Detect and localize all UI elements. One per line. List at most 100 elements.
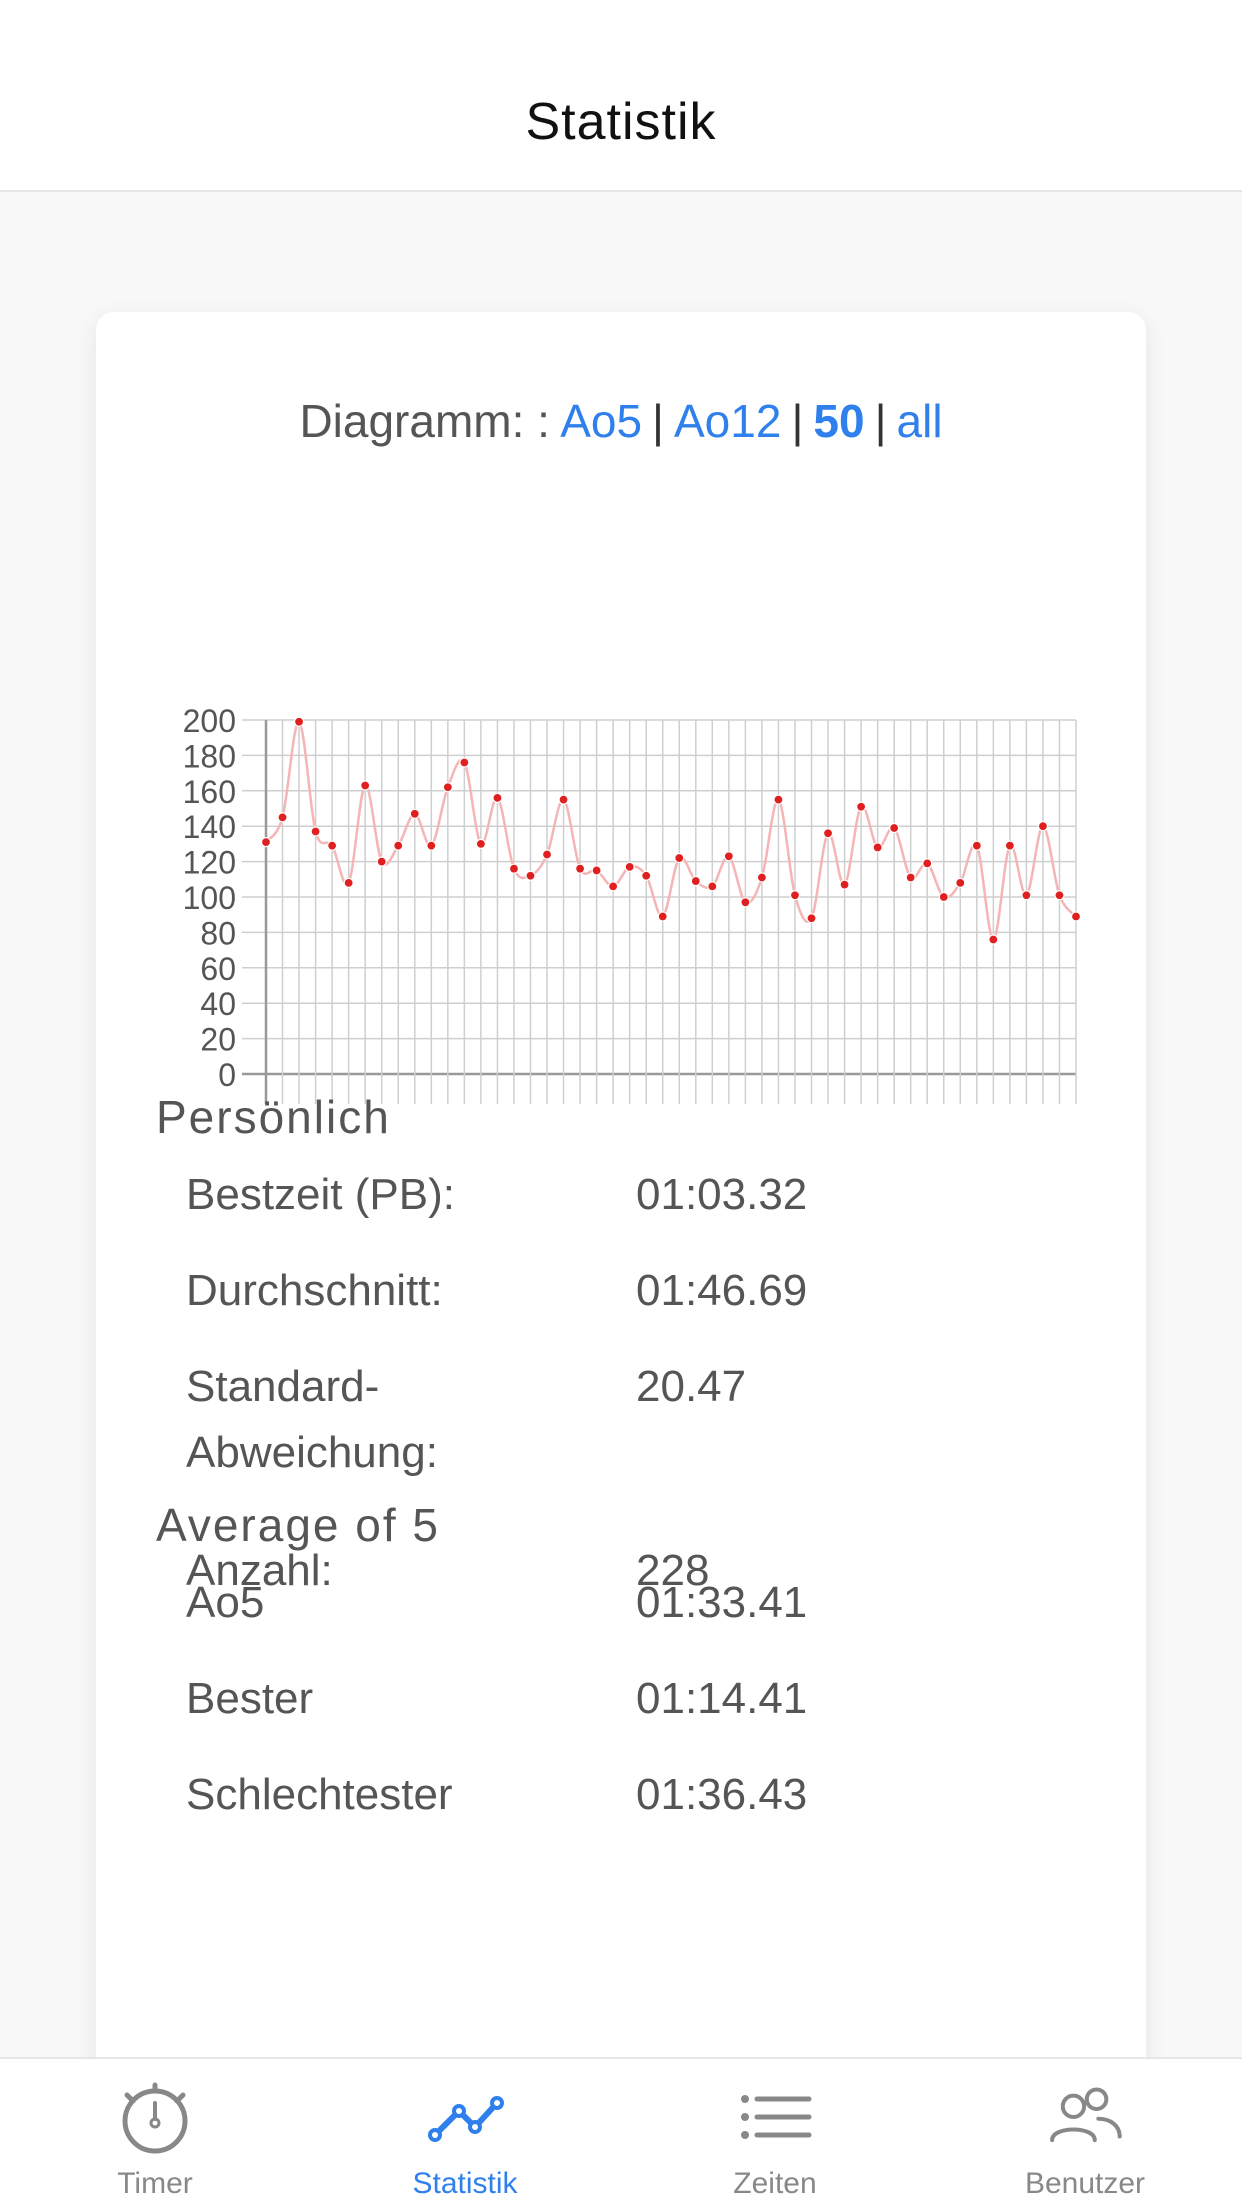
- y-tick-label: 0: [218, 1057, 236, 1093]
- diagram-option-all[interactable]: all: [896, 395, 943, 447]
- chart-line-icon: [428, 2096, 504, 2142]
- data-point: [922, 858, 933, 869]
- data-point: [740, 897, 751, 908]
- data-point: [541, 849, 553, 860]
- data-point: [525, 870, 536, 881]
- data-point: [459, 757, 470, 768]
- separator: |: [652, 395, 664, 447]
- data-point: [707, 881, 718, 892]
- diagram-option-ao5[interactable]: Ao5: [560, 395, 643, 447]
- data-point: [905, 872, 916, 883]
- data-point: [591, 865, 602, 876]
- nav-item-benutzer[interactable]: Benutzer: [930, 2059, 1240, 2210]
- data-point: [343, 877, 354, 888]
- y-tick-label: 40: [200, 986, 236, 1022]
- stat-label: Bester: [186, 1674, 314, 1723]
- data-point: [1021, 890, 1032, 901]
- bottom-navigation: Timer Statistik Zeiten Benutzer: [0, 2057, 1242, 2210]
- data-point: [277, 812, 288, 823]
- data-point: [1054, 890, 1065, 901]
- data-point: [508, 863, 520, 874]
- header-bar: Statistik: [0, 0, 1242, 192]
- data-point: [789, 890, 801, 901]
- stat-label: Standard- Abweichung:: [186, 1362, 438, 1477]
- data-point: [938, 891, 949, 903]
- data-point: [376, 856, 387, 867]
- data-point: [492, 792, 503, 803]
- stat-value: 01:33.41: [636, 1578, 808, 1627]
- section-title: Persönlich: [156, 1091, 391, 1143]
- data-point: [442, 782, 453, 793]
- stat-value: 228: [636, 1546, 710, 1595]
- stopwatch-icon: [122, 2082, 188, 2154]
- list-icon: [741, 2095, 812, 2139]
- separator: |: [791, 395, 804, 447]
- data-point: [822, 828, 834, 839]
- data-point: [310, 826, 321, 837]
- data-point: [608, 881, 619, 892]
- data-point: [260, 837, 272, 848]
- separator: |: [874, 395, 887, 447]
- data-point: [327, 840, 338, 851]
- diagram-range-selector: Diagramm: : Ao5 | Ao12 | 50 | all: [96, 394, 1146, 448]
- y-tick-label: 80: [200, 915, 236, 951]
- data-point: [756, 872, 768, 883]
- data-point: [393, 840, 404, 851]
- data-point: [872, 842, 883, 853]
- stat-value: 01:03.32: [636, 1170, 808, 1219]
- page-title: Statistik: [525, 93, 717, 151]
- stat-label: Durchschnitt:: [186, 1266, 443, 1315]
- data-point: [574, 863, 586, 874]
- stat-value: 01:46.69: [636, 1266, 808, 1315]
- nav-label-statistik: Statistik: [412, 2167, 518, 2200]
- data-point: [971, 840, 982, 851]
- data-point: [773, 794, 784, 805]
- data-point: [360, 780, 371, 791]
- content-area[interactable]: Diagramm: : Ao5 | Ao12 | 50 | all 0 20 40 60 80 100…: [0, 192, 1242, 2057]
- nav-item-zeiten[interactable]: Zeiten: [620, 2059, 930, 2210]
- data-point: [409, 808, 420, 819]
- y-tick-label: 20: [200, 1022, 236, 1058]
- data-point: [475, 838, 486, 849]
- nav-label-zeiten: Zeiten: [733, 2167, 817, 2200]
- data-point: [1004, 840, 1015, 851]
- data-point: [988, 934, 999, 945]
- users-icon: [1050, 2087, 1122, 2143]
- stat-label: Bestzeit (PB):: [186, 1170, 455, 1219]
- data-point: [657, 911, 668, 922]
- series-line: [264, 720, 1077, 941]
- diagram-option-ao12[interactable]: Ao12: [674, 395, 782, 447]
- data-point: [624, 861, 635, 873]
- data-point: [955, 877, 966, 888]
- data-point: [889, 822, 900, 834]
- data-point: [1070, 911, 1082, 922]
- nav-item-statistik[interactable]: Statistik: [310, 2059, 620, 2210]
- stat-label: Schlechtester: [186, 1770, 453, 1819]
- y-tick-label: 160: [183, 774, 236, 810]
- data-point: [806, 913, 817, 924]
- nav-label-timer: Timer: [117, 2167, 193, 2200]
- data-point: [641, 870, 652, 881]
- stat-value: 01:14.41: [636, 1674, 808, 1723]
- y-tick-label: 180: [183, 738, 236, 774]
- data-point: [839, 879, 850, 890]
- diagram-option-50[interactable]: 50: [813, 395, 865, 447]
- nav-item-timer[interactable]: Timer: [0, 2059, 310, 2210]
- data-point: [723, 851, 734, 862]
- data-point: [558, 794, 569, 805]
- y-tick-label: 60: [200, 951, 236, 987]
- stat-value: 20.47: [636, 1362, 747, 1411]
- statistics-card: Diagramm: : Ao5 | Ao12 | 50 | all 0 20 40 60 80 100…: [96, 312, 1146, 2057]
- nav-label-benutzer: Benutzer: [1024, 2167, 1146, 2200]
- stat-value: 01:36.43: [636, 1770, 808, 1819]
- data-point: [1037, 821, 1049, 832]
- y-tick-label: 120: [183, 845, 236, 881]
- y-tick-label: 140: [183, 809, 236, 845]
- y-tick-label: 100: [183, 880, 236, 916]
- stat-label: Ao5: [186, 1578, 265, 1627]
- data-point: [426, 840, 437, 851]
- data-point: [690, 875, 701, 887]
- diagram-label: Diagramm: :: [299, 395, 550, 447]
- data-point: [674, 852, 685, 864]
